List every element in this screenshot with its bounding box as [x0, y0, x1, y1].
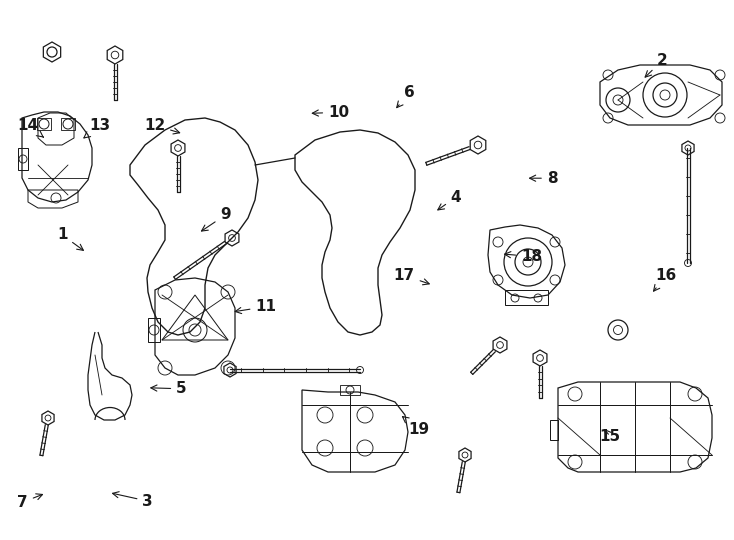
- Text: 16: 16: [653, 268, 677, 291]
- Text: 1: 1: [57, 227, 84, 251]
- Text: 7: 7: [18, 494, 43, 510]
- Text: 18: 18: [504, 249, 542, 264]
- Text: 9: 9: [202, 207, 230, 231]
- Text: 4: 4: [437, 190, 461, 210]
- Text: 6: 6: [397, 85, 415, 107]
- Text: 5: 5: [150, 381, 186, 396]
- Text: 19: 19: [402, 416, 429, 437]
- Text: 10: 10: [312, 105, 349, 120]
- Text: 8: 8: [529, 171, 557, 186]
- Text: 14: 14: [17, 118, 43, 137]
- Text: 3: 3: [112, 492, 153, 509]
- Text: 11: 11: [235, 299, 277, 314]
- Text: 2: 2: [645, 53, 668, 77]
- Text: 13: 13: [84, 118, 111, 138]
- Text: 12: 12: [144, 118, 180, 134]
- Text: 17: 17: [393, 268, 429, 285]
- Text: 15: 15: [600, 429, 621, 444]
